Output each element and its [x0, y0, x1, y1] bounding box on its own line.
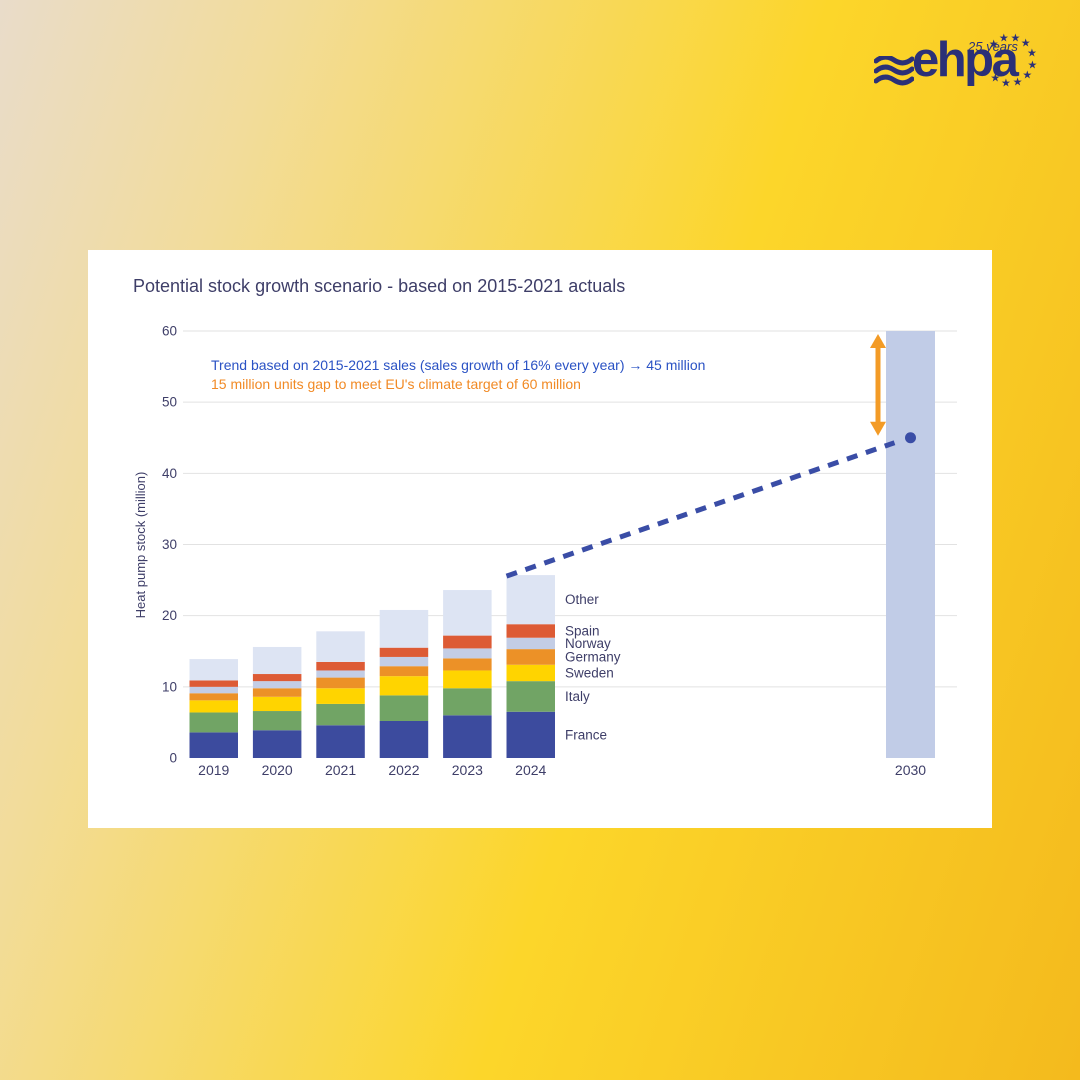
bar-segment-norway-2023: [443, 648, 492, 659]
y-axis-title: Heat pump stock (million): [133, 472, 148, 619]
x-tick-label: 2022: [388, 762, 419, 778]
bar-segment-germany-2019: [189, 693, 238, 701]
bar-segment-spain-2019: [189, 680, 238, 687]
y-tick-label: 10: [162, 679, 177, 694]
gap-annotation: 15 million units gap to meet EU's climat…: [211, 376, 581, 392]
bar-segment-france-2023: [443, 715, 492, 758]
bar-segment-norway-2021: [316, 670, 365, 678]
eu-star-icon: ★: [1012, 76, 1023, 89]
bar-segment-other-2024: [506, 575, 555, 625]
bar-segment-italy-2022: [379, 695, 429, 721]
bar-segment-norway-2024: [506, 637, 555, 650]
bar-segment-germany-2024: [506, 649, 555, 665]
legend-label-italy: Italy: [565, 689, 590, 704]
bar-segment-france-2021: [316, 725, 365, 758]
legend-label-sweden: Sweden: [565, 665, 614, 680]
bar-segment-other-2020: [252, 646, 302, 675]
legend-label-other: Other: [565, 592, 599, 607]
x-tick-label: 2030: [895, 762, 926, 778]
bar-segment-sweden-2023: [443, 670, 492, 689]
bar-segment-norway-2019: [189, 686, 238, 694]
bar-segment-norway-2020: [252, 681, 302, 689]
wave-icon: [874, 56, 914, 86]
bar-segment-france-2020: [252, 730, 302, 758]
y-tick-label: 60: [162, 323, 177, 338]
eu-star-icon: ★: [1020, 37, 1031, 50]
bar-segment-norway-2022: [379, 656, 429, 667]
bar-segment-spain-2021: [316, 661, 365, 671]
bar-segment-sweden-2019: [189, 700, 238, 713]
x-tick-label: 2019: [198, 762, 229, 778]
x-tick-label: 2021: [325, 762, 356, 778]
bar-segment-spain-2023: [443, 635, 492, 649]
eu-star-icon: ★: [1027, 47, 1037, 60]
eu-star-icon: ★: [998, 32, 1009, 45]
bar-segment-italy-2020: [252, 711, 302, 731]
bar-segment-germany-2023: [443, 658, 492, 671]
bar-segment-france-2019: [189, 732, 238, 758]
y-tick-label: 40: [162, 466, 177, 481]
bar-segment-other-2022: [379, 609, 429, 648]
eu-stars-icon: ★ ★ ★ ★ ★ ★ ★ ★ ★ ★: [870, 28, 1050, 112]
bar-segment-germany-2020: [252, 688, 302, 697]
y-tick-label: 0: [169, 751, 177, 766]
chart-card: Potential stock growth scenario - based …: [88, 250, 992, 828]
x-tick-label: 2023: [452, 762, 483, 778]
bar-segment-italy-2023: [443, 688, 492, 716]
legend-label-norway: Norway: [565, 636, 611, 651]
bar-segment-france-2022: [379, 720, 429, 758]
bar-segment-sweden-2021: [316, 688, 365, 704]
eu-star-icon: ★: [990, 72, 1001, 85]
gap-arrow-head-up: [870, 333, 886, 348]
eu-star-icon: ★: [988, 38, 999, 51]
eu-star-icon: ★: [1000, 77, 1011, 90]
y-tick-label: 20: [162, 608, 177, 623]
y-tick-label: 50: [162, 395, 177, 410]
bar-segment-italy-2019: [189, 712, 238, 733]
brand-wordmark: ehpa: [912, 33, 1019, 87]
bar-segment-spain-2022: [379, 647, 429, 657]
legend-label-france: France: [565, 727, 607, 742]
bar-segment-sweden-2022: [379, 676, 429, 696]
bar-segment-france-2024: [506, 711, 555, 758]
bar-segment-spain-2024: [506, 624, 555, 638]
bar-segment-italy-2021: [316, 703, 365, 726]
x-tick-label: 2024: [515, 762, 546, 778]
chart-title: Potential stock growth scenario - based …: [133, 276, 626, 296]
bar-segment-other-2023: [443, 590, 492, 636]
bar-segment-sweden-2024: [506, 664, 555, 682]
bar-segment-germany-2022: [379, 666, 429, 677]
bar-segment-other-2021: [316, 631, 365, 662]
bar-segment-sweden-2020: [252, 696, 302, 712]
bar-segment-germany-2021: [316, 677, 365, 689]
trend-endpoint-dot: [905, 432, 916, 444]
eu-star-icon: ★: [1027, 59, 1038, 72]
bar-segment-spain-2020: [252, 674, 302, 682]
trend-annotation: Trend based on 2015-2021 sales (sales gr…: [211, 357, 706, 373]
bar-segment-italy-2024: [506, 681, 555, 712]
legend-label-spain: Spain: [565, 623, 600, 638]
y-tick-label: 30: [162, 537, 177, 552]
x-tick-label: 2020: [262, 762, 293, 778]
anniversary-label: 25 years: [968, 39, 1018, 54]
ehpa-logo: ehpa 25 years ★ ★ ★ ★ ★ ★ ★ ★ ★ ★: [870, 28, 1050, 112]
bar-segment-other-2019: [189, 659, 238, 681]
eu-star-icon: ★: [1010, 32, 1021, 45]
target-bar-2030: [886, 330, 935, 758]
legend-label-germany: Germany: [565, 649, 621, 664]
eu-star-icon: ★: [1022, 69, 1033, 82]
gap-arrow-head-down: [870, 421, 886, 436]
trend-dashed-line: [505, 440, 896, 579]
